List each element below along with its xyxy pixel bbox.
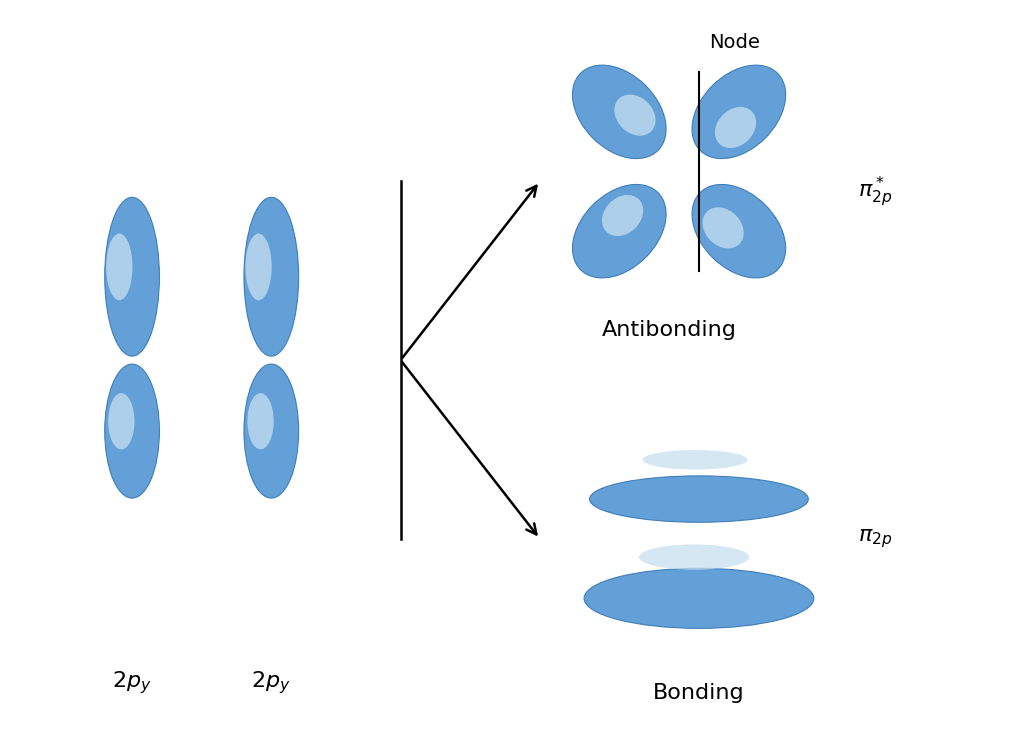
Ellipse shape <box>573 65 666 158</box>
Ellipse shape <box>639 544 749 570</box>
Text: $\pi_{2p}$: $\pi_{2p}$ <box>858 527 892 550</box>
Ellipse shape <box>614 94 656 136</box>
Ellipse shape <box>244 197 299 356</box>
Ellipse shape <box>715 107 756 148</box>
Ellipse shape <box>106 233 133 300</box>
Ellipse shape <box>104 197 159 356</box>
Ellipse shape <box>584 568 814 628</box>
Ellipse shape <box>703 207 743 248</box>
Text: Antibonding: Antibonding <box>601 320 736 340</box>
Text: $\pi^*_{2p}$: $\pi^*_{2p}$ <box>858 174 892 208</box>
Ellipse shape <box>245 233 272 300</box>
Text: Node: Node <box>709 34 759 53</box>
Ellipse shape <box>589 476 808 522</box>
Ellipse shape <box>108 393 135 449</box>
Ellipse shape <box>692 65 786 158</box>
Ellipse shape <box>643 450 747 470</box>
Ellipse shape <box>247 393 274 449</box>
Text: $2p_y$: $2p_y$ <box>251 669 291 696</box>
Ellipse shape <box>692 184 786 278</box>
Text: Bonding: Bonding <box>653 682 744 703</box>
Ellipse shape <box>104 364 159 498</box>
Ellipse shape <box>573 184 666 278</box>
Ellipse shape <box>244 364 299 498</box>
Text: $2p_y$: $2p_y$ <box>113 669 152 696</box>
Ellipse shape <box>602 195 643 236</box>
